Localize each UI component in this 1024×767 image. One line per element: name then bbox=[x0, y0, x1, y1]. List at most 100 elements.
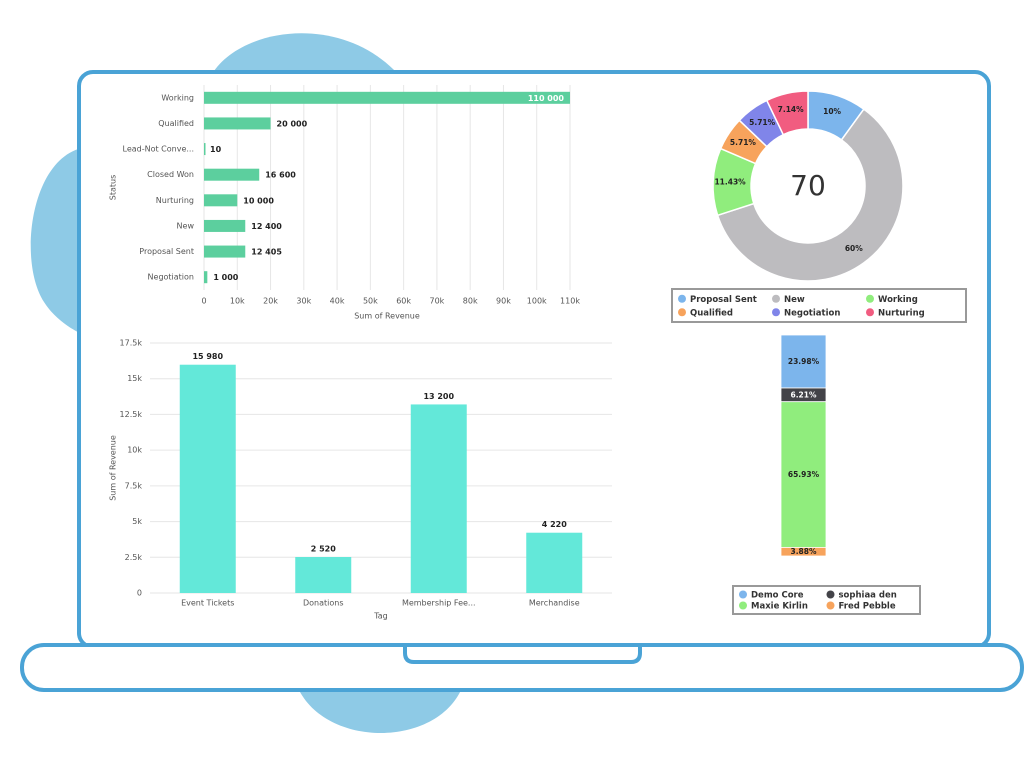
x-tick-label: 90k bbox=[496, 297, 511, 306]
backdrop-blob bbox=[30, 148, 82, 334]
x-tick-label: Event Tickets bbox=[181, 599, 234, 608]
center-label: 70 bbox=[790, 169, 826, 202]
bar bbox=[204, 271, 208, 284]
legend-marker bbox=[866, 294, 874, 303]
legend-marker bbox=[739, 601, 747, 610]
legend-label: Nurturing bbox=[878, 308, 925, 318]
legend-marker bbox=[772, 308, 780, 317]
legend-label: Proposal Sent bbox=[690, 295, 757, 305]
legend-box bbox=[732, 585, 921, 615]
data-label: 10 000 bbox=[243, 196, 274, 205]
pie-slice bbox=[765, 90, 809, 136]
legend-label: Demo Core bbox=[751, 591, 804, 601]
bar bbox=[295, 557, 352, 593]
backdrop-blob bbox=[212, 33, 398, 74]
legend-marker bbox=[678, 294, 686, 303]
data-label: 110 000 bbox=[528, 94, 565, 103]
data-label: 5.71% bbox=[730, 138, 757, 147]
x-tick-label: 80k bbox=[463, 297, 478, 306]
data-label: 6.21% bbox=[790, 390, 817, 399]
x-tick-label: 60k bbox=[396, 297, 411, 306]
data-label: 10% bbox=[823, 107, 841, 116]
x-tick-label: 0 bbox=[201, 297, 206, 306]
legend-label: Qualified bbox=[690, 308, 733, 318]
x-tick-label: 70k bbox=[430, 297, 445, 306]
x-tick-label: 100k bbox=[527, 297, 547, 306]
bar bbox=[204, 245, 246, 258]
legend-marker bbox=[678, 308, 686, 317]
x-tick-label: 30k bbox=[296, 297, 311, 306]
data-label: 12 400 bbox=[251, 222, 282, 231]
x-axis-label: Sum of Revenue bbox=[354, 312, 420, 321]
x-tick-label: Membership Fee... bbox=[402, 599, 476, 608]
y-tick-label: Lead-Not Conve... bbox=[123, 145, 195, 154]
bar bbox=[526, 532, 583, 593]
legend-marker bbox=[772, 294, 780, 303]
y-tick-label: Negotiation bbox=[148, 273, 194, 282]
y-tick-label: 5k bbox=[132, 517, 142, 526]
legend-marker bbox=[826, 590, 835, 599]
data-label: 15 980 bbox=[192, 352, 223, 361]
data-label: 1 000 bbox=[213, 273, 238, 282]
y-tick-label: Proposal Sent bbox=[139, 247, 194, 256]
y-tick-label: 0 bbox=[137, 589, 142, 598]
data-label: 2 520 bbox=[311, 545, 336, 554]
bar bbox=[204, 117, 271, 130]
x-axis-label: Tag bbox=[373, 612, 388, 621]
backdrop-blob bbox=[298, 688, 462, 733]
bar bbox=[410, 404, 467, 593]
laptop-base bbox=[20, 643, 1024, 692]
legend-label: Maxie Kirlin bbox=[751, 602, 808, 612]
bar bbox=[204, 219, 246, 232]
bar bbox=[204, 194, 238, 207]
legend-label: Negotiation bbox=[784, 308, 840, 318]
data-label: 13 200 bbox=[423, 392, 454, 401]
y-tick-label: 10k bbox=[127, 446, 142, 455]
data-label: 20 000 bbox=[277, 119, 308, 128]
y-tick-label: 2.5k bbox=[125, 553, 143, 562]
data-label: 3.88% bbox=[790, 547, 817, 556]
bar bbox=[204, 168, 260, 181]
legend-marker bbox=[739, 590, 747, 599]
legend-label: sophiaa den bbox=[839, 591, 897, 601]
x-tick-label: 40k bbox=[330, 297, 345, 306]
data-label: 4 220 bbox=[542, 520, 567, 529]
x-tick-label: 10k bbox=[230, 297, 245, 306]
data-label: 5.71% bbox=[749, 118, 776, 127]
data-label: 10 bbox=[210, 145, 222, 154]
bar bbox=[204, 143, 206, 156]
legend-marker bbox=[826, 601, 835, 610]
data-label: 65.93% bbox=[788, 470, 820, 479]
laptop-notch bbox=[403, 647, 642, 664]
data-label: 16 600 bbox=[265, 171, 296, 180]
data-label: 23.98% bbox=[788, 357, 820, 366]
y-tick-label: 7.5k bbox=[125, 481, 143, 490]
data-label: 12 405 bbox=[251, 248, 282, 257]
bar bbox=[204, 91, 570, 104]
y-tick-label: 15k bbox=[127, 374, 142, 383]
legend-label: Working bbox=[878, 295, 918, 305]
legend-box bbox=[671, 288, 967, 323]
y-axis-label: Sum of Revenue bbox=[109, 435, 118, 501]
x-tick-label: Donations bbox=[303, 599, 344, 608]
x-tick-label: 110k bbox=[560, 297, 580, 306]
y-tick-label: Working bbox=[161, 93, 194, 102]
legend-label: Fred Pebble bbox=[839, 602, 896, 612]
x-tick-label: 50k bbox=[363, 297, 378, 306]
y-tick-label: Closed Won bbox=[147, 170, 194, 179]
y-tick-label: New bbox=[177, 221, 195, 230]
bar-segment bbox=[780, 547, 827, 557]
legend-marker bbox=[866, 308, 874, 317]
x-tick-label: Merchandise bbox=[529, 599, 580, 608]
data-label: 60% bbox=[845, 244, 863, 253]
y-tick-label: 12.5k bbox=[120, 410, 143, 419]
bar bbox=[179, 364, 236, 593]
y-tick-label: 17.5k bbox=[120, 339, 143, 348]
x-tick-label: 20k bbox=[263, 297, 278, 306]
y-tick-label: Qualified bbox=[158, 119, 194, 128]
data-label: 11.43% bbox=[714, 177, 746, 186]
pie-slice bbox=[716, 108, 904, 282]
legend-label: New bbox=[784, 295, 805, 305]
